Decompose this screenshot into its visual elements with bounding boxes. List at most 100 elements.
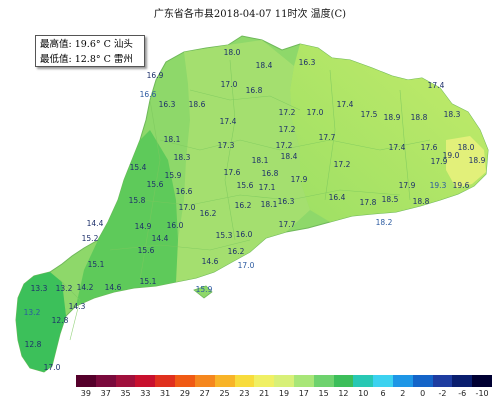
legend-tick-label: 25 bbox=[219, 389, 230, 398]
station-temperature-label: 16.8 bbox=[262, 169, 279, 178]
legend-swatch bbox=[214, 375, 235, 387]
station-temperature-label: 13.2 bbox=[24, 308, 41, 317]
max-value-line: 最高值: 19.6° C 汕头 bbox=[40, 39, 133, 50]
legend-tick-label: 12 bbox=[338, 389, 349, 398]
station-temperature-label: 18.4 bbox=[256, 61, 273, 70]
station-temperature-label: 18.8 bbox=[413, 197, 430, 206]
station-temperature-label: 18.8 bbox=[411, 113, 428, 122]
legend-swatch bbox=[234, 375, 255, 387]
station-temperature-label: 17.7 bbox=[279, 220, 296, 229]
legend-swatch bbox=[76, 375, 96, 387]
legend-swatch bbox=[155, 375, 176, 387]
legend-tick-label: -10 bbox=[475, 389, 489, 398]
legend-tick-label: 21 bbox=[259, 389, 270, 398]
station-temperature-label: 12.8 bbox=[25, 340, 42, 349]
station-temperature-label: 18.1 bbox=[261, 200, 278, 209]
legend-swatch bbox=[353, 375, 374, 387]
station-temperature-label: 14.9 bbox=[135, 222, 152, 231]
legend-tick-label: 2 bbox=[400, 389, 406, 398]
station-temperature-label: 17.7 bbox=[319, 133, 336, 142]
legend-swatch bbox=[393, 375, 413, 387]
station-temperature-label: 17.4 bbox=[428, 81, 445, 90]
legend-swatch bbox=[452, 375, 473, 387]
legend-swatch bbox=[254, 375, 275, 387]
station-temperature-label: 15.4 bbox=[130, 163, 147, 172]
legend-tick-label: 15 bbox=[318, 389, 329, 398]
station-temperature-label: 14.3 bbox=[69, 302, 86, 311]
legend-tick-label: 19 bbox=[278, 389, 290, 398]
station-temperature-label: 15.9 bbox=[165, 171, 182, 180]
station-temperature-label: 18.0 bbox=[224, 48, 241, 57]
station-temperature-label: 19.0 bbox=[443, 151, 460, 160]
station-temperature-label: 17.1 bbox=[259, 183, 276, 192]
station-temperature-label: 19.6 bbox=[453, 181, 470, 190]
station-temperature-label: 16.3 bbox=[299, 58, 316, 67]
station-temperature-label: 15.6 bbox=[138, 246, 155, 255]
station-temperature-label: 17.9 bbox=[291, 175, 308, 184]
station-temperature-label: 14.2 bbox=[77, 283, 94, 292]
station-temperature-label: 15.6 bbox=[237, 181, 254, 190]
legend-swatch bbox=[175, 375, 195, 387]
station-temperature-label: 17.4 bbox=[389, 143, 406, 152]
station-temperature-label: 18.1 bbox=[252, 156, 269, 165]
station-temperature-label: 16.6 bbox=[176, 187, 193, 196]
station-temperature-label: 14.4 bbox=[87, 219, 104, 228]
station-temperature-label: 16.3 bbox=[159, 100, 176, 109]
legend-tick-label: 6 bbox=[380, 389, 386, 398]
legend-swatch bbox=[115, 375, 136, 387]
station-temperature-label: 18.3 bbox=[444, 110, 461, 119]
legend-tick-label: -6 bbox=[458, 389, 467, 398]
station-value-labels: 18.016.318.416.917.016.817.416.616.3 18.6… bbox=[24, 48, 486, 372]
legend-tick-label: 37 bbox=[100, 389, 111, 398]
station-temperature-label: 15.3 bbox=[216, 231, 233, 240]
legend-swatch bbox=[432, 375, 453, 387]
legend-labels: 39 37 35 33 31 29 27 25 23 21 19 17 15 12 10 6 2 0 -2 -6 -10 bbox=[76, 389, 492, 401]
warm-zone-shantou bbox=[446, 136, 486, 188]
legend-swatch bbox=[373, 375, 393, 387]
legend-tick-label: 10 bbox=[358, 389, 369, 398]
station-temperature-label: 17.0 bbox=[179, 203, 196, 212]
station-temperature-label: 14.6 bbox=[105, 283, 122, 292]
station-temperature-label: 18.6 bbox=[189, 100, 206, 109]
station-temperature-label: 16.8 bbox=[246, 86, 263, 95]
legend-swatch bbox=[135, 375, 156, 387]
station-temperature-label: 17.2 bbox=[279, 108, 296, 117]
station-temperature-label: 17.8 bbox=[360, 198, 377, 207]
legend-swatch bbox=[412, 375, 433, 387]
station-temperature-label: 18.9 bbox=[469, 156, 486, 165]
station-temperature-label: 16.4 bbox=[329, 193, 346, 202]
legend-tick-label: -2 bbox=[438, 389, 447, 398]
station-temperature-label: 17.0 bbox=[238, 261, 255, 270]
warm-zone-east bbox=[290, 44, 488, 222]
station-temperature-label: 15.9 bbox=[196, 285, 213, 294]
legend-tick-label: 39 bbox=[80, 389, 91, 398]
legend-tick-label: 23 bbox=[239, 389, 250, 398]
legend-tick-label: 31 bbox=[160, 389, 171, 398]
station-temperature-label: 15.1 bbox=[88, 260, 105, 269]
map-title: 广东省各市县2018-04-07 11时次 温度(C) bbox=[153, 9, 347, 20]
legend-tick-label: 27 bbox=[199, 389, 210, 398]
station-temperature-label: 15.1 bbox=[140, 277, 157, 286]
station-temperature-label: 12.8 bbox=[52, 316, 69, 325]
legend-swatch bbox=[95, 375, 116, 387]
min-value-line: 最低值: 12.8° C 雷州 bbox=[40, 54, 133, 65]
station-temperature-label: 14.4 bbox=[152, 234, 169, 243]
station-temperature-label: 18.5 bbox=[382, 195, 399, 204]
station-temperature-label: 15.8 bbox=[129, 196, 146, 205]
station-temperature-label: 18.0 bbox=[458, 143, 475, 152]
station-temperature-label: 14.6 bbox=[202, 257, 219, 266]
station-temperature-label: 13.2 bbox=[56, 284, 73, 293]
station-temperature-label: 17.0 bbox=[307, 108, 324, 117]
legend-tick-label: 29 bbox=[179, 389, 191, 398]
color-legend bbox=[76, 375, 493, 387]
legend-swatch bbox=[313, 375, 334, 387]
station-temperature-label: 17.2 bbox=[276, 141, 293, 150]
legend-tick-label: 35 bbox=[120, 389, 131, 398]
station-temperature-label: 15.2 bbox=[82, 234, 99, 243]
station-temperature-label: 17.3 bbox=[218, 141, 235, 150]
legend-tick-label: 0 bbox=[420, 389, 426, 398]
station-temperature-label: 13.3 bbox=[31, 284, 48, 293]
station-temperature-label: 18.2 bbox=[376, 218, 393, 227]
station-temperature-label: 16.3 bbox=[278, 197, 295, 206]
